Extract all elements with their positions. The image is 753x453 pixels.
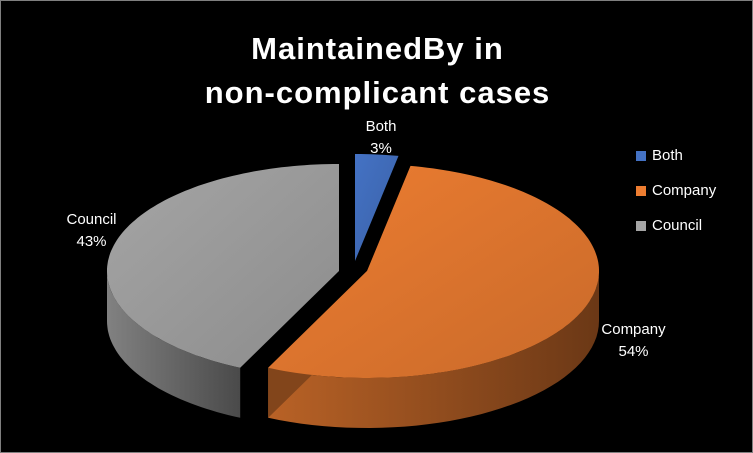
legend-label-company: Company	[652, 182, 717, 199]
data-label-both: Both 3%	[346, 116, 416, 160]
data-label-company-value: 54%	[618, 343, 649, 360]
legend: Both Company Council	[636, 138, 716, 243]
legend-label-council: Council	[652, 217, 703, 234]
legend-label-both: Both	[652, 147, 683, 164]
pie-slice-company[interactable]	[268, 165, 599, 378]
pie-slice-side-company	[268, 271, 599, 428]
chart-title-line-2: non-complicant cases	[204, 75, 551, 110]
pie-slice-council[interactable]	[107, 164, 339, 368]
chart-title: MaintainedBy in non-complicant cases	[1, 27, 752, 115]
legend-swatch-both	[636, 150, 646, 161]
data-label-council-value: 43%	[76, 233, 107, 250]
data-label-both-value: 3%	[370, 140, 392, 157]
legend-item-both[interactable]: Both	[636, 138, 716, 173]
pie-slice-side-council	[107, 271, 241, 418]
data-label-company-category: Company	[601, 321, 666, 338]
data-label-both-category: Both	[365, 118, 397, 135]
legend-item-company[interactable]: Company	[636, 173, 716, 208]
data-label-company: Company 54%	[586, 319, 681, 363]
legend-swatch-council	[636, 220, 646, 231]
data-label-council: Council 43%	[49, 209, 134, 253]
legend-swatch-company	[636, 185, 646, 196]
chart-title-line-1: MaintainedBy in	[251, 31, 504, 66]
legend-item-council[interactable]: Council	[636, 208, 716, 243]
data-label-council-category: Council	[66, 211, 117, 228]
pie-slice-both[interactable]	[355, 154, 399, 261]
